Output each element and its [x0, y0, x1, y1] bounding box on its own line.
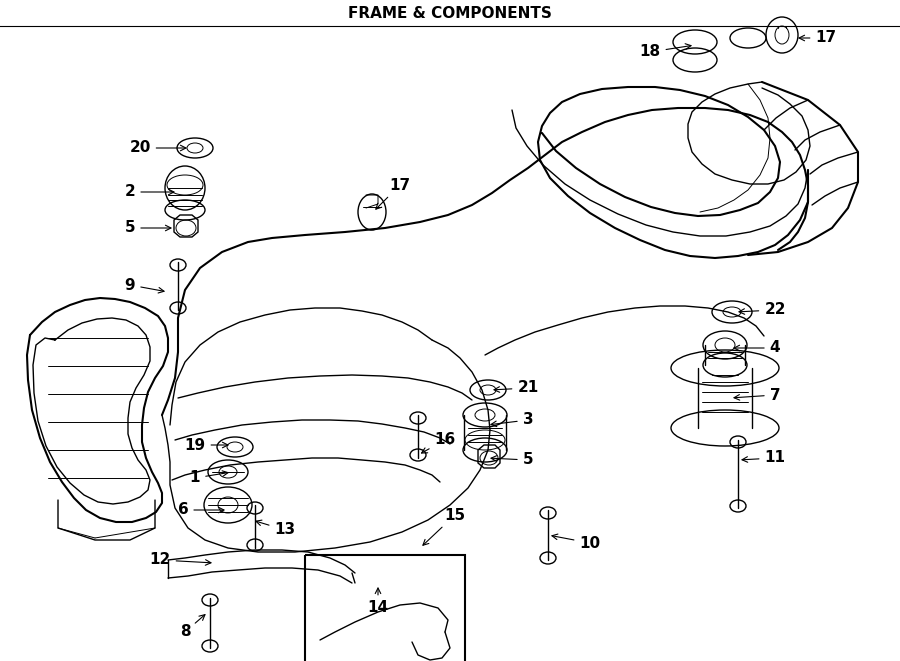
Text: 11: 11	[742, 451, 786, 465]
Text: 6: 6	[177, 502, 224, 518]
Text: 17: 17	[799, 30, 837, 46]
Text: 3: 3	[491, 412, 534, 428]
Text: 4: 4	[734, 340, 780, 356]
Text: 13: 13	[256, 520, 295, 537]
Text: 22: 22	[739, 303, 786, 317]
Text: 12: 12	[149, 553, 211, 568]
Text: 17: 17	[376, 178, 410, 209]
Text: 18: 18	[639, 44, 691, 59]
Text: 16: 16	[421, 432, 455, 453]
Text: 5: 5	[125, 221, 171, 235]
Text: 8: 8	[180, 615, 205, 639]
Text: 2: 2	[124, 184, 174, 200]
Text: 9: 9	[125, 278, 164, 293]
Bar	[305, 555, 465, 661]
Text: 19: 19	[184, 438, 228, 453]
Text: 14: 14	[367, 588, 389, 615]
Text: 21: 21	[494, 381, 538, 395]
Text: 7: 7	[734, 387, 780, 403]
Text: 1: 1	[190, 471, 228, 485]
Text: FRAME & COMPONENTS: FRAME & COMPONENTS	[348, 5, 552, 20]
Text: 10: 10	[552, 534, 600, 551]
Text: 15: 15	[423, 508, 465, 545]
Text: 20: 20	[130, 141, 186, 155]
Text: 5: 5	[491, 453, 534, 467]
